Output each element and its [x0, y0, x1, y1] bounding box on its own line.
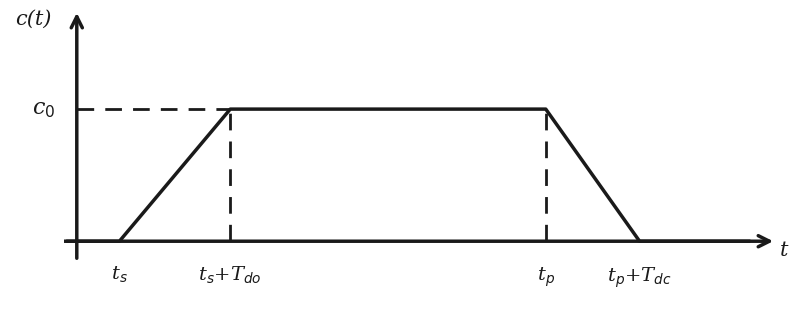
Text: t$_s$+T$_{do}$: t$_s$+T$_{do}$: [198, 265, 262, 286]
Text: t$_p$+T$_{dc}$: t$_p$+T$_{dc}$: [607, 265, 672, 290]
Text: t$_s$: t$_s$: [111, 265, 128, 285]
Text: c$_0$: c$_0$: [32, 98, 55, 120]
Text: c(t): c(t): [15, 10, 51, 29]
Text: t$_p$: t$_p$: [537, 265, 555, 289]
Text: t: t: [780, 241, 789, 260]
